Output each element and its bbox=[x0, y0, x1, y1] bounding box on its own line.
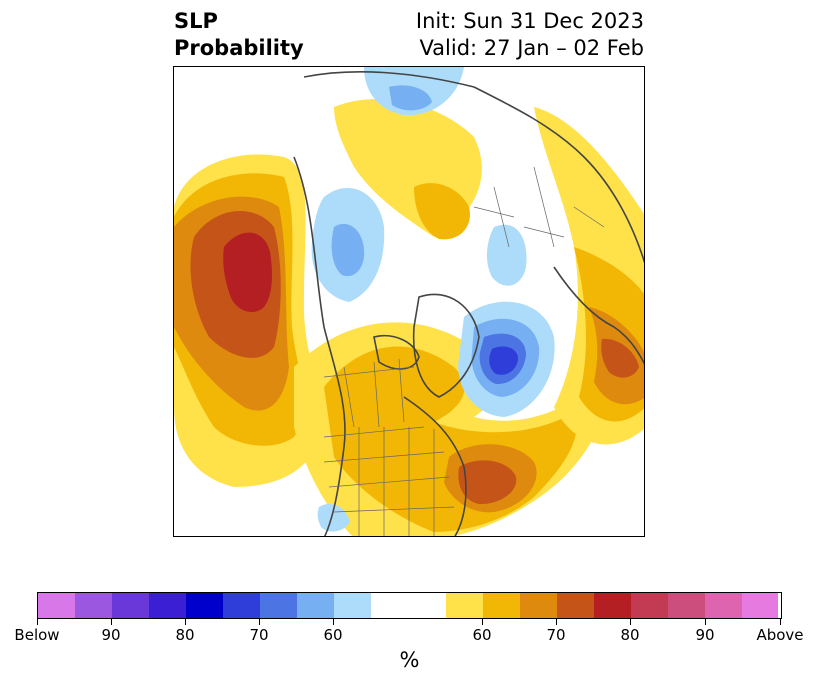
cb-seg-65 bbox=[297, 593, 334, 618]
eurasia-borders bbox=[473, 166, 605, 248]
tick-label-a60: 60 bbox=[472, 626, 492, 644]
arctic-top-below-65 bbox=[389, 85, 432, 111]
tick-b60 bbox=[333, 619, 334, 625]
tick-label-b70: 70 bbox=[249, 626, 269, 644]
coastlines bbox=[293, 70, 644, 536]
colorbar-title: % bbox=[399, 648, 420, 672]
cb-seg-a75 bbox=[557, 593, 594, 618]
tick-label-above: Above bbox=[756, 626, 804, 644]
arctic-islands bbox=[373, 335, 420, 370]
us-states bbox=[323, 426, 455, 536]
cb-seg-below bbox=[38, 593, 75, 618]
cb-seg-75 bbox=[223, 593, 260, 618]
borders bbox=[323, 166, 605, 536]
europe-coast bbox=[553, 266, 644, 365]
north-america-coast bbox=[293, 156, 346, 536]
tick-label-below: Below bbox=[14, 626, 60, 644]
probability-map bbox=[174, 67, 644, 536]
tick-b70 bbox=[259, 619, 260, 625]
siberia-below-65 bbox=[331, 223, 365, 277]
cb-seg-a90 bbox=[668, 593, 705, 618]
cb-seg-85 bbox=[149, 593, 186, 618]
init-date: Init: Sun 31 Dec 2023 bbox=[415, 9, 644, 33]
valid-range: Valid: 27 Jan – 02 Feb bbox=[419, 36, 644, 60]
title-variable: SLP bbox=[174, 9, 218, 33]
tick-a60 bbox=[482, 619, 483, 625]
cb-seg-70 bbox=[260, 593, 297, 618]
tick-label-b80: 80 bbox=[175, 626, 195, 644]
cb-seg-a70 bbox=[520, 593, 557, 618]
tick-label-b60: 60 bbox=[323, 626, 343, 644]
southeast-above-75 bbox=[458, 460, 517, 505]
tick-label-a80: 80 bbox=[620, 626, 640, 644]
cb-seg-a60 bbox=[446, 593, 483, 618]
title-right: Init: Sun 31 Dec 2023 Valid: 27 Jan – 02… bbox=[416, 8, 644, 62]
tick-label-a90: 90 bbox=[695, 626, 715, 644]
east-asia-below-60 bbox=[486, 224, 527, 286]
tick-b90 bbox=[111, 619, 112, 625]
east-coast bbox=[403, 396, 467, 536]
cb-seg-a85 bbox=[631, 593, 668, 618]
colorbar bbox=[37, 592, 782, 619]
cb-seg-90 bbox=[112, 593, 149, 618]
cb-seg-above bbox=[742, 593, 778, 618]
gulf-below-60 bbox=[317, 503, 350, 532]
tick-b80 bbox=[185, 619, 186, 625]
cb-seg-60 bbox=[334, 593, 371, 618]
map-panel bbox=[173, 66, 645, 537]
pacific-above-80 bbox=[223, 232, 272, 312]
tick-a70 bbox=[556, 619, 557, 625]
cb-seg-95 bbox=[75, 593, 112, 618]
tick-a80 bbox=[630, 619, 631, 625]
tick-label-a70: 70 bbox=[546, 626, 566, 644]
tick-below bbox=[37, 619, 38, 625]
title-product: Probability bbox=[174, 36, 304, 60]
eurasia-above-75 bbox=[601, 338, 639, 378]
tick-above bbox=[780, 619, 781, 625]
cb-seg-a65 bbox=[483, 593, 520, 618]
greenland-below-75 bbox=[489, 346, 519, 375]
tick-a90 bbox=[705, 619, 706, 625]
canada-provinces bbox=[323, 358, 415, 428]
cb-seg-a95 bbox=[705, 593, 742, 618]
cb-seg-normal bbox=[371, 593, 446, 618]
arctic-above-65 bbox=[414, 183, 470, 240]
cb-seg-a80 bbox=[594, 593, 631, 618]
cb-seg-80 bbox=[186, 593, 223, 618]
eurasia-coast bbox=[303, 70, 644, 264]
tick-label-b90: 90 bbox=[101, 626, 121, 644]
title-left: SLP Probability bbox=[174, 8, 304, 62]
